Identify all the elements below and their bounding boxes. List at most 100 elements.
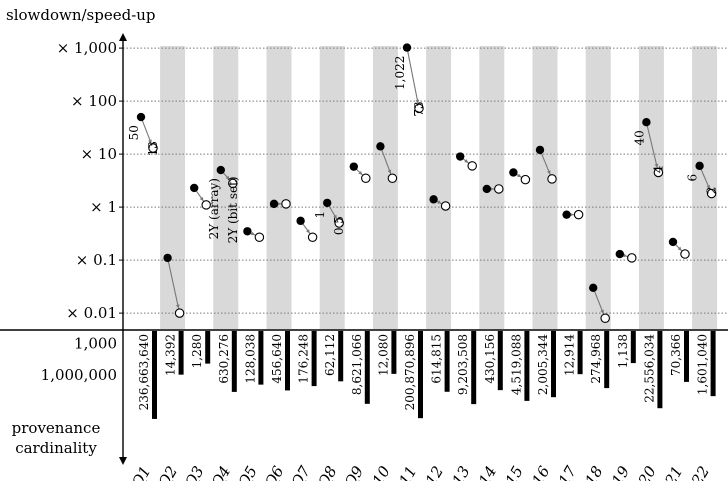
bar-q21 — [684, 331, 689, 382]
y-tick-label: × 100 — [71, 92, 117, 110]
cardinality-label-q3: 1,280 — [190, 334, 204, 368]
point-filled-q16 — [535, 145, 545, 155]
cardinality-axis-title-line: provenance — [12, 419, 101, 437]
point-label-open-q8: 0.5 — [332, 216, 346, 235]
point-open-q3 — [201, 200, 211, 210]
connector-arrow-q4 — [225, 175, 230, 180]
gridlines — [119, 47, 728, 314]
point-open-q10 — [387, 173, 398, 184]
bar-q14 — [497, 331, 503, 391]
connector-arrow-q9 — [358, 170, 363, 175]
connector-arrow-q22 — [706, 184, 710, 189]
cardinality-label-q13: 9,203,508 — [456, 334, 470, 395]
connector-q11 — [406, 47, 420, 109]
band-q8 — [319, 46, 345, 329]
connector-arrow-q19 — [623, 253, 628, 258]
point-filled-q2 — [163, 253, 172, 263]
point-open-q13 — [467, 161, 477, 171]
bar-q7 — [311, 331, 317, 387]
point-open-q1 — [148, 143, 158, 153]
point-open-q14 — [494, 184, 504, 194]
point-filled-q1 — [136, 112, 146, 122]
cardinality-label-q15: 4,519,088 — [509, 334, 523, 395]
connector-arrow-q20 — [654, 163, 659, 168]
band-q18 — [585, 46, 611, 329]
cardinality-labels: 236,663,640 14,392 1,280 630,276 128,038 456,… — [137, 334, 710, 411]
bar-q12 — [444, 331, 450, 392]
query-label-q9: Q9 — [341, 463, 368, 481]
cardinality-tick-label: 1,000,000 — [41, 366, 117, 384]
connector-arrow-q13 — [464, 159, 469, 163]
cardinality-tick-label: 1,000 — [74, 335, 117, 353]
point-label-filled-q8: 1 — [313, 211, 327, 219]
point-filled-q8 — [323, 198, 332, 208]
connector-arrow-q17 — [570, 212, 574, 217]
cardinality-label-q17: 12,914 — [563, 334, 577, 376]
query-labels: Q1Q2Q3Q4Q5Q6Q7Q8Q9Q10Q11Q12Q13Q14Q15Q16Q… — [128, 463, 713, 481]
point-open-q20 — [653, 167, 664, 178]
cardinality-label-q21: 70,366 — [669, 334, 683, 376]
cardinality-label-q6: 456,640 — [270, 334, 284, 384]
band-q6 — [266, 46, 292, 329]
point-open-q8 — [334, 218, 344, 228]
cardinality-bars — [152, 331, 716, 419]
point-filled-q13 — [456, 152, 465, 161]
band-q2 — [160, 46, 186, 329]
point-label-filled-q1: 50 — [127, 125, 141, 140]
point-label-open-q1: 13 — [146, 141, 160, 156]
y-tick-label: × 0.1 — [76, 251, 117, 269]
bar-q3 — [205, 331, 211, 364]
query-label-q18: Q18 — [575, 463, 606, 481]
point-open-q2 — [174, 308, 185, 318]
connector-arrow-q5 — [250, 231, 255, 236]
cardinality-label-q10: 12,080 — [376, 334, 390, 376]
point-filled-q15 — [509, 168, 518, 177]
point-labels: 50 13 2Y (array) 2Y (bit set) 1 0.5 1,022 73 40 4… — [127, 56, 719, 244]
point-filled-q12 — [429, 195, 438, 204]
query-label-q17: Q17 — [549, 463, 581, 481]
bar-q19 — [630, 331, 636, 364]
bar-q13 — [471, 331, 477, 405]
connector-arrow-q21 — [677, 246, 682, 251]
query-label-q7: Q7 — [288, 463, 315, 481]
y-tick-label: × 0.01 — [66, 304, 117, 322]
bar-q17 — [577, 331, 583, 375]
connector-arrow-q6 — [277, 201, 281, 206]
connector-arrow-q7 — [306, 229, 310, 234]
query-label-q13: Q13 — [442, 463, 473, 481]
query-label-q4: Q4 — [208, 463, 235, 481]
connector-q2 — [167, 257, 181, 314]
point-filled-q21 — [668, 237, 678, 247]
point-open-q22 — [706, 188, 717, 199]
query-label-q16: Q16 — [522, 463, 554, 481]
point-open-q9 — [361, 173, 371, 184]
point-open-q11 — [414, 103, 424, 114]
cardinality-label-q22: 1,601,040 — [696, 334, 710, 395]
y-axis-title: slowdown/speed-up — [6, 6, 156, 24]
cardinality-label-q2: 14,392 — [164, 334, 178, 376]
point-filled-q9 — [349, 162, 358, 171]
point-filled-q20 — [642, 117, 651, 127]
band-q10 — [372, 46, 398, 329]
point-label-open-q11: 73 — [412, 101, 426, 116]
connector-arrow-q15 — [517, 173, 522, 178]
bar-q6 — [285, 331, 290, 391]
point-filled-q11 — [402, 43, 412, 52]
query-label-q5: Q5 — [234, 463, 261, 481]
point-open-q16 — [547, 174, 557, 184]
query-label-q12: Q12 — [416, 463, 447, 481]
cardinality-label-q9: 8,621,066 — [350, 334, 364, 395]
cardinality-label-q11: 200,870,896 — [403, 334, 417, 410]
column-bands — [160, 46, 718, 329]
band-q20 — [638, 46, 664, 329]
connector-arrow-q2 — [175, 304, 180, 309]
y-axis-arrow-down — [119, 457, 127, 465]
bar-q15 — [524, 331, 530, 401]
y-axis-arrow-up — [119, 33, 127, 41]
point-label-open-q22: 2 — [705, 187, 719, 195]
point-filled-q14 — [482, 184, 491, 194]
bar-q18 — [604, 331, 610, 389]
query-label-q8: Q8 — [314, 463, 341, 481]
point-label-filled-q11: 1,022 — [393, 56, 407, 90]
